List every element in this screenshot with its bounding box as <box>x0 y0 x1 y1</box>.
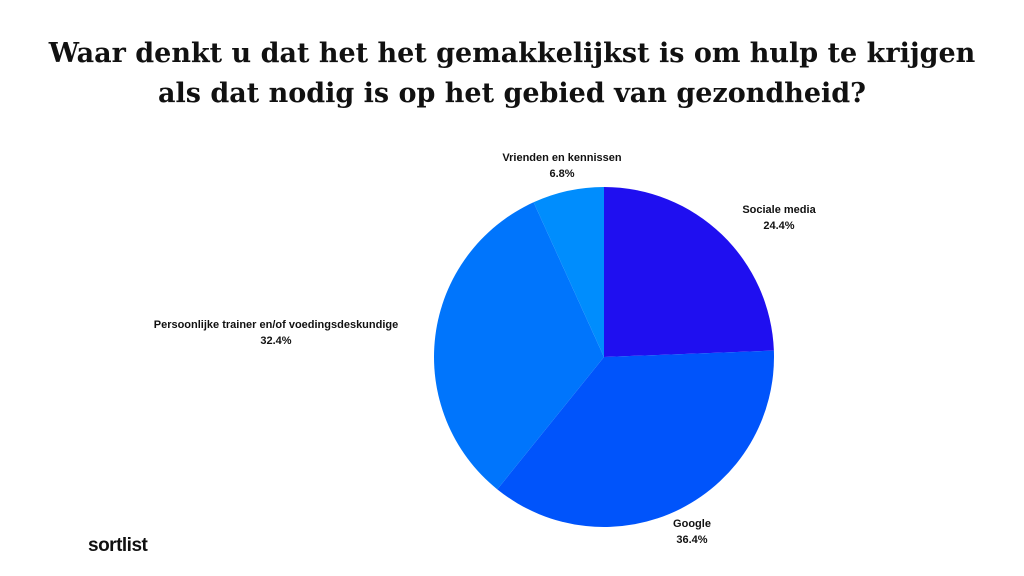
slice-label-0: Sociale media <box>742 204 816 216</box>
pie-slice-vrienden-en-kennissen <box>533 187 604 357</box>
pie-slice-google <box>497 350 775 528</box>
title-line-1: Waar denkt u dat het het gemakkelijkst i… <box>48 38 976 69</box>
pie-slice-persoonlijke-trainer-en-of-voedingsdeskundige <box>433 202 604 490</box>
slice-label-1: Google <box>673 518 711 530</box>
chart-title: Waar denkt u dat het het gemakkelijkst i… <box>0 34 1024 114</box>
slice-value-label-1: 36.4% <box>676 534 707 546</box>
slice-value-label-3: 6.8% <box>549 168 574 180</box>
slice-value-label-0: 24.4% <box>763 220 794 232</box>
pie-slice-sociale-media <box>604 187 774 357</box>
slice-value-label-2: 32.4% <box>260 335 291 347</box>
title-line-2: als dat nodig is op het gebied van gezon… <box>157 78 866 109</box>
sortlist-logo: sortlist <box>88 535 148 556</box>
pie-labels: Sociale media 24.4% Google 36.4% Persoonlijk… <box>154 152 817 546</box>
pie-slices <box>433 187 775 528</box>
slice-label-2: Persoonlijke trainer en/of voedingsdesku… <box>154 319 399 331</box>
slice-label-3: Vrienden en kennissen <box>502 152 621 164</box>
